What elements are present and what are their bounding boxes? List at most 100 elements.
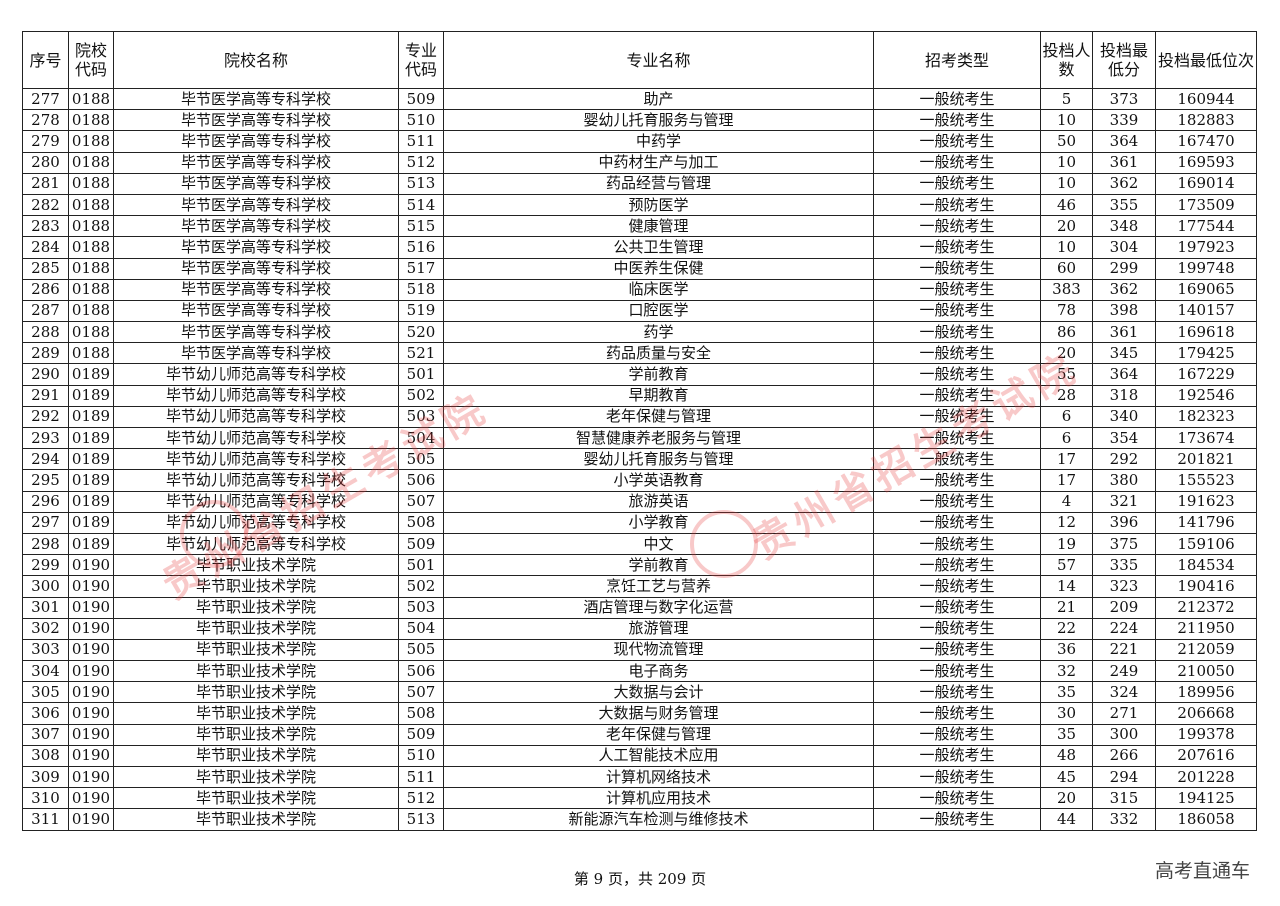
cell-exam-type: 一般统考生	[873, 765, 1041, 789]
cell-min-score: 396	[1092, 511, 1156, 534]
cell-min-rank: 201821	[1155, 448, 1257, 471]
cell-seq: 281	[22, 172, 69, 195]
cell-min-rank: 167229	[1155, 363, 1257, 386]
cell-school-name: 毕节医学高等专科学校	[113, 87, 399, 111]
table-header-row: 序号 院校代码 院校名称 专业代码 专业名称 招考类型 投档人数 投档最低分 投档最低位次	[22, 31, 1257, 89]
cell-seq: 300	[22, 575, 69, 598]
table-row: 282 0188 毕节医学高等专科学校 514 预防医学 一般统考生 46 355 173509	[22, 193, 1257, 217]
cell-school-code: 0190	[68, 787, 114, 810]
cell-major-name: 老年保健与管理	[443, 723, 874, 746]
cell-min-score: 271	[1092, 702, 1156, 725]
cell-seq: 291	[22, 384, 69, 407]
cell-major-code: 507	[398, 681, 444, 704]
cell-school-name: 毕节职业技术学院	[113, 575, 399, 598]
cell-seq: 310	[22, 787, 69, 810]
cell-school-name: 毕节职业技术学院	[113, 765, 399, 789]
cell-min-rank: 206668	[1155, 702, 1257, 725]
header-school-name: 院校名称	[113, 31, 399, 89]
table-row: 298 0189 毕节幼儿师范高等专科学校 509 中文 一般统考生 19 375 159106	[22, 532, 1257, 556]
cell-school-code: 0190	[68, 660, 114, 683]
cell-major-code: 513	[398, 172, 444, 195]
cell-min-rank: 173674	[1155, 426, 1257, 450]
cell-admitted-count: 17	[1040, 448, 1093, 471]
cell-school-code: 0188	[68, 172, 114, 195]
cell-major-name: 烹饪工艺与营养	[443, 575, 874, 598]
cell-school-name: 毕节职业技术学院	[113, 702, 399, 725]
cell-major-code: 515	[398, 215, 444, 238]
cell-major-name: 学前教育	[443, 363, 874, 386]
cell-admitted-count: 30	[1040, 702, 1093, 725]
cell-min-score: 375	[1092, 532, 1156, 556]
cell-admitted-count: 86	[1040, 321, 1093, 344]
table-row: 305 0190 毕节职业技术学院 507 大数据与会计 一般统考生 35 324 189956	[22, 681, 1257, 704]
cell-seq: 295	[22, 469, 69, 492]
cell-major-name: 旅游管理	[443, 617, 874, 640]
cell-seq: 284	[22, 236, 69, 259]
cell-major-code: 511	[398, 130, 444, 153]
table-row: 294 0189 毕节幼儿师范高等专科学校 505 婴幼儿托育服务与管理 一般统考生 17 2…	[22, 448, 1257, 471]
table-row: 295 0189 毕节幼儿师范高等专科学校 506 小学英语教育 一般统考生 17 380 15…	[22, 469, 1257, 492]
cell-min-score: 304	[1092, 236, 1156, 259]
page-footer: 第 9 页，共 209 页	[573, 870, 707, 888]
table-row: 286 0188 毕节医学高等专科学校 518 临床医学 一般统考生 383 362 16906…	[22, 278, 1257, 301]
cell-min-rank: 191623	[1155, 490, 1257, 513]
table-row: 296 0189 毕节幼儿师范高等专科学校 507 旅游英语 一般统考生 4 321 19162…	[22, 490, 1257, 513]
cell-min-rank: 182323	[1155, 405, 1257, 429]
cell-exam-type: 一般统考生	[873, 448, 1041, 471]
cell-exam-type: 一般统考生	[873, 193, 1041, 217]
cell-major-name: 健康管理	[443, 215, 874, 238]
cell-admitted-count: 78	[1040, 299, 1093, 323]
cell-school-code: 0188	[68, 130, 114, 153]
cell-school-code: 0189	[68, 363, 114, 386]
cell-admitted-count: 48	[1040, 744, 1093, 768]
cell-school-name: 毕节职业技术学院	[113, 787, 399, 810]
cell-school-name: 毕节幼儿师范高等专科学校	[113, 532, 399, 556]
cell-major-code: 513	[398, 808, 444, 831]
cell-school-code: 0188	[68, 109, 114, 132]
cell-seq: 299	[22, 554, 69, 577]
cell-seq: 286	[22, 278, 69, 301]
cell-min-score: 323	[1092, 575, 1156, 598]
cell-min-rank: 211950	[1155, 617, 1257, 640]
cell-min-score: 354	[1092, 426, 1156, 450]
table-row: 289 0188 毕节医学高等专科学校 521 药品质量与安全 一般统考生 20 345 179…	[22, 342, 1257, 365]
cell-seq: 290	[22, 363, 69, 386]
cell-school-code: 0190	[68, 723, 114, 746]
cell-min-rank: 184534	[1155, 554, 1257, 577]
cell-exam-type: 一般统考生	[873, 299, 1041, 323]
cell-min-score: 362	[1092, 278, 1156, 301]
cell-major-name: 小学英语教育	[443, 469, 874, 492]
cell-min-rank: 212059	[1155, 638, 1257, 662]
table-row: 293 0189 毕节幼儿师范高等专科学校 504 智慧健康养老服务与管理 一般统考生 6 3…	[22, 426, 1257, 450]
cell-admitted-count: 12	[1040, 511, 1093, 534]
table-row: 283 0188 毕节医学高等专科学校 515 健康管理 一般统考生 20 348 177544	[22, 215, 1257, 238]
cell-admitted-count: 46	[1040, 193, 1093, 217]
table-row: 279 0188 毕节医学高等专科学校 511 中药学 一般统考生 50 364 167470	[22, 130, 1257, 153]
table-row: 311 0190 毕节职业技术学院 513 新能源汽车检测与维修技术 一般统考生 44 332…	[22, 808, 1257, 831]
table-row: 300 0190 毕节职业技术学院 502 烹饪工艺与营养 一般统考生 14 323 19041…	[22, 575, 1257, 598]
cell-school-code: 0189	[68, 469, 114, 492]
cell-min-score: 221	[1092, 638, 1156, 662]
cell-min-score: 339	[1092, 109, 1156, 132]
cell-major-code: 502	[398, 384, 444, 407]
cell-major-code: 519	[398, 299, 444, 323]
cell-min-rank: 169014	[1155, 172, 1257, 195]
cell-major-name: 计算机网络技术	[443, 765, 874, 789]
cell-admitted-count: 35	[1040, 681, 1093, 704]
cell-min-score: 355	[1092, 193, 1156, 217]
cell-admitted-count: 10	[1040, 151, 1093, 174]
cell-school-name: 毕节医学高等专科学校	[113, 215, 399, 238]
cell-school-code: 0190	[68, 808, 114, 831]
cell-seq: 298	[22, 532, 69, 556]
cell-major-name: 现代物流管理	[443, 638, 874, 662]
cell-exam-type: 一般统考生	[873, 532, 1041, 556]
cell-school-name: 毕节职业技术学院	[113, 681, 399, 704]
cell-seq: 289	[22, 342, 69, 365]
cell-min-rank: 194125	[1155, 787, 1257, 810]
cell-min-score: 292	[1092, 448, 1156, 471]
cell-school-name: 毕节职业技术学院	[113, 554, 399, 577]
cell-major-code: 503	[398, 405, 444, 429]
cell-school-name: 毕节幼儿师范高等专科学校	[113, 363, 399, 386]
cell-min-rank: 210050	[1155, 660, 1257, 683]
table-row: 292 0189 毕节幼儿师范高等专科学校 503 老年保健与管理 一般统考生 6 340 18…	[22, 405, 1257, 429]
